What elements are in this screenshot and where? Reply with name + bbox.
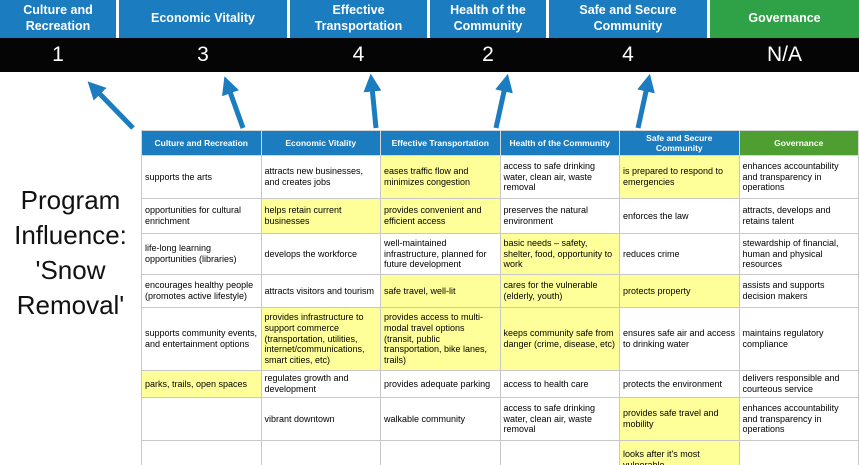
matrix-cell: attracts, develops and retains talent — [738, 198, 859, 234]
up-arrow-icon — [635, 73, 655, 129]
matrix-cell: supports community events, and entertain… — [141, 307, 262, 371]
matrix-cell: regulates growth and development — [260, 370, 381, 398]
score-health-of-the-community: 2 — [482, 43, 494, 66]
matrix-cell: walkable community — [380, 397, 501, 441]
score-economic-vitality: 3 — [197, 43, 209, 66]
pillar-effective-transportation: Effective Transportation — [290, 0, 427, 38]
matrix-row: vibrant downtown walkable community access… — [141, 397, 859, 441]
up-arrow-icon — [87, 81, 135, 130]
matrix-header-health-of-the-community: Health of the Community — [499, 130, 620, 156]
matrix-row: life-long learning opportunities (librar… — [141, 233, 859, 275]
matrix-cell: enhances accountability and transparency… — [738, 397, 859, 441]
matrix-row: parks, trails, open spaces regulates grow… — [141, 370, 859, 398]
pillar-culture-and-recreation: Culture and Recreation — [0, 0, 116, 38]
matrix-cell: reduces crime — [619, 233, 740, 275]
pillar-header-row: Culture and Recreation Economic Vitality E… — [0, 0, 859, 38]
matrix-row: supports the arts attracts new businesses… — [141, 155, 859, 199]
matrix-row: supports community events, and entertain… — [141, 307, 859, 371]
title-line: 'Snow — [35, 255, 106, 286]
matrix-cell: enhances accountability and transparency… — [738, 155, 859, 199]
matrix-header-safe-and-secure-community: Safe and Secure Community — [619, 130, 740, 156]
matrix-cell: attracts new businesses, and creates job… — [260, 155, 381, 199]
matrix-cell: helps retain current businesses — [260, 198, 381, 234]
matrix-cell: basic needs – safety, shelter, food, opp… — [499, 233, 620, 275]
matrix-cell: provides convenient and efficient access — [380, 198, 501, 234]
score-row: 1 3 4 2 4 N/A — [0, 38, 859, 72]
matrix-header-economic-vitality: Economic Vitality — [260, 130, 381, 156]
arrows-layer — [87, 73, 655, 130]
matrix-cell: safe travel, well-lit — [380, 274, 501, 308]
matrix-header-culture-and-recreation: Culture and Recreation — [141, 130, 262, 156]
matrix-cell: cares for the vulnerable (elderly, youth… — [499, 274, 620, 308]
matrix-cell — [260, 440, 381, 465]
title-line: Influence: — [14, 220, 127, 251]
matrix-cell: preserves the natural environment — [499, 198, 620, 234]
pillar-health-of-the-community: Health of the Community — [430, 0, 546, 38]
matrix-cell: protects property — [619, 274, 740, 308]
influence-matrix: Culture and Recreation Economic Vitality E… — [141, 130, 859, 465]
matrix-cell: maintains regulatory compliance — [738, 307, 859, 371]
matrix-body: supports the arts attracts new businesses… — [141, 155, 859, 465]
matrix-cell: keeps community safe from danger (crime,… — [499, 307, 620, 371]
matrix-cell: access to safe drinking water, clean air… — [499, 155, 620, 199]
matrix-row: looks after it's most vulnerable — [141, 440, 859, 465]
title-line: Program — [20, 185, 121, 215]
matrix-cell: eases traffic flow and minimizes congest… — [380, 155, 501, 199]
program-influence-title: Program Influence: 'Snow Removal' — [0, 183, 141, 323]
matrix-header-row: Culture and Recreation Economic Vitality E… — [141, 130, 859, 156]
matrix-cell: delivers responsible and courteous servi… — [738, 370, 859, 398]
matrix-cell: access to health care — [499, 370, 620, 398]
up-arrow-icon — [363, 73, 382, 129]
matrix-cell: well-maintained infrastructure, planned … — [380, 233, 501, 275]
matrix-cell: parks, trails, open spaces — [141, 370, 262, 398]
matrix-cell: enforces the law — [619, 198, 740, 234]
up-arrow-icon — [493, 73, 513, 129]
title-line: Removal' — [16, 290, 125, 321]
pillar-governance: Governance — [710, 0, 859, 38]
matrix-cell: supports the arts — [141, 155, 262, 199]
matrix-cell: ensures safe air and access to drinking … — [619, 307, 740, 371]
matrix-cell: vibrant downtown — [260, 397, 381, 441]
matrix-cell — [141, 440, 262, 465]
matrix-cell: provides safe travel and mobility — [619, 397, 740, 441]
score-effective-transportation: 4 — [352, 43, 365, 66]
matrix-header-effective-transportation: Effective Transportation — [380, 130, 501, 156]
matrix-cell: protects the environment — [619, 370, 740, 398]
matrix-cell — [380, 440, 501, 465]
matrix-cell: looks after it's most vulnerable — [619, 440, 740, 465]
matrix-cell: life-long learning opportunities (librar… — [141, 233, 262, 275]
up-arrow-icon — [222, 76, 246, 129]
matrix-cell: attracts visitors and tourism — [260, 274, 381, 308]
matrix-cell — [738, 440, 859, 465]
matrix-cell — [499, 440, 620, 465]
pillar-safe-and-secure-community: Safe and Secure Community — [549, 0, 707, 38]
matrix-cell: provides access to multi-modal travel op… — [380, 307, 501, 371]
matrix-cell: assists and supports decision makers — [738, 274, 859, 308]
score-governance: N/A — [766, 43, 802, 66]
matrix-cell: encourages healthy people (promotes acti… — [141, 274, 262, 308]
score-safe-and-secure-community: 4 — [622, 43, 634, 66]
pillar-economic-vitality: Economic Vitality — [119, 0, 287, 38]
matrix-row: opportunities for cultural enrichment hel… — [141, 198, 859, 234]
matrix-cell: provides infrastructure to support comme… — [260, 307, 381, 371]
matrix-cell — [141, 397, 262, 441]
matrix-cell: stewardship of financial, human and phys… — [738, 233, 859, 275]
matrix-cell: develops the workforce — [260, 233, 381, 275]
matrix-header-governance: Governance — [738, 130, 859, 156]
score-culture-and-recreation: 1 — [52, 43, 64, 66]
matrix-cell: opportunities for cultural enrichment — [141, 198, 262, 234]
matrix-cell: access to safe drinking water, clean air… — [499, 397, 620, 441]
matrix-cell: is prepared to respond to emergencies — [619, 155, 740, 199]
matrix-row: encourages healthy people (promotes acti… — [141, 274, 859, 308]
matrix-cell: provides adequate parking — [380, 370, 501, 398]
